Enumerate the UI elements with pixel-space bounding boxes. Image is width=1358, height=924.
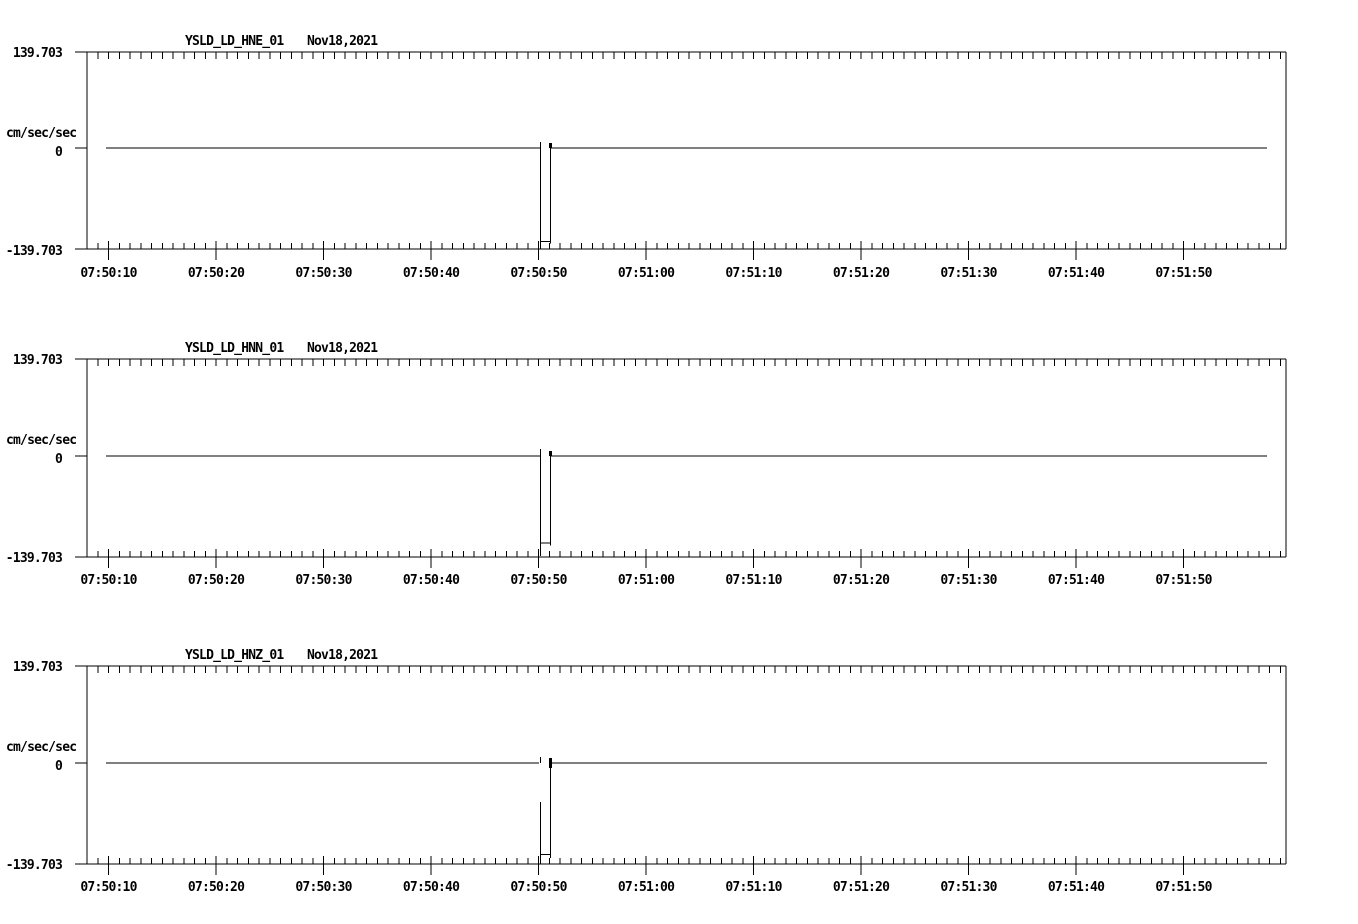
chart-title-date: Nov18,2021 — [307, 341, 378, 356]
x-axis-tick-label: 07:51:50 — [1155, 266, 1212, 281]
x-axis-tick-label: 07:51:30 — [940, 573, 997, 588]
x-axis-tick-label: 07:51:30 — [940, 880, 997, 895]
seismogram-chart-hne: YSLD_LD_HNE_01 Nov18,2021 139.703 cm/sec… — [0, 34, 1358, 294]
x-axis-tick-label: 07:51:20 — [832, 573, 890, 588]
waveform-trace — [106, 448, 1268, 556]
x-axis-tick-label: 07:51:50 — [1155, 880, 1212, 895]
x-axis-tick-label: 07:50:30 — [295, 880, 352, 895]
x-axis-tick-label: 07:50:50 — [510, 573, 567, 588]
x-axis-tick-label: 07:50:30 — [295, 573, 352, 588]
x-axis-tick-label: 07:51:40 — [1047, 266, 1105, 281]
x-axis-tick-label: 07:50:20 — [187, 880, 245, 895]
x-axis-tick-label: 07:50:10 — [80, 266, 137, 281]
y-axis-units-label: cm/sec/sec — [6, 433, 77, 448]
x-axis-tick-label: 07:50:20 — [187, 266, 245, 281]
y-axis-zero-label: 0 — [54, 145, 63, 160]
y-axis-min-label: -139.703 — [5, 244, 63, 259]
seismogram-chart-hnz: YSLD_LD_HNZ_01 Nov18,2021 139.703 cm/sec… — [0, 648, 1358, 908]
y-axis-min-label: -139.703 — [5, 858, 63, 873]
x-axis-tick-labels: 07:50:10 07:50:20 07:50:30 07:50:40 07:50:50… — [0, 266, 1358, 282]
y-axis-zero-label: 0 — [54, 759, 63, 774]
x-axis-tick-label: 07:51:20 — [832, 880, 890, 895]
x-axis-tick-label: 07:51:00 — [617, 573, 675, 588]
plot-box-and-ticks — [75, 51, 1287, 260]
x-axis-tick-labels: 07:50:10 07:50:20 07:50:30 07:50:40 07:50:50… — [0, 573, 1358, 589]
chart-title-station: YSLD_LD_HNZ_01 — [185, 648, 284, 663]
x-axis-tick-label: 07:51:40 — [1047, 880, 1105, 895]
x-axis-tick-label: 07:51:20 — [832, 266, 890, 281]
x-axis-tick-label: 07:51:40 — [1047, 573, 1105, 588]
waveform-trace — [106, 141, 1268, 249]
x-axis-tick-label: 07:51:10 — [725, 880, 782, 895]
x-axis-tick-label: 07:50:40 — [402, 266, 460, 281]
y-axis-units-label: cm/sec/sec — [6, 740, 77, 755]
chart-title-station: YSLD_LD_HNE_01 — [185, 34, 284, 49]
x-axis-tick-label: 07:51:00 — [617, 880, 675, 895]
chart-title-date: Nov18,2021 — [307, 648, 378, 663]
x-axis-tick-label: 07:51:50 — [1155, 573, 1212, 588]
chart-title-date: Nov18,2021 — [307, 34, 378, 49]
x-axis-tick-label: 07:51:10 — [725, 573, 782, 588]
x-axis-tick-label: 07:51:10 — [725, 266, 782, 281]
y-axis-max-label: 139.703 — [12, 660, 63, 675]
x-axis-tick-label: 07:50:30 — [295, 266, 352, 281]
y-axis-max-label: 139.703 — [12, 46, 63, 61]
y-axis-zero-label: 0 — [54, 452, 63, 467]
x-axis-tick-label: 07:50:40 — [402, 880, 460, 895]
x-axis-tick-label: 07:50:10 — [80, 880, 137, 895]
chart-title-station: YSLD_LD_HNN_01 — [185, 341, 284, 356]
x-axis-tick-label: 07:50:40 — [402, 573, 460, 588]
y-axis-min-label: -139.703 — [5, 551, 63, 566]
x-axis-tick-label: 07:50:10 — [80, 573, 137, 588]
x-axis-tick-label: 07:51:00 — [617, 266, 675, 281]
plot-box-and-ticks — [75, 358, 1287, 568]
plot-box-and-ticks — [75, 665, 1287, 875]
seismogram-chart-hnn: YSLD_LD_HNN_01 Nov18,2021 139.703 cm/sec… — [0, 341, 1358, 601]
y-axis-max-label: 139.703 — [12, 353, 63, 368]
x-axis-tick-label: 07:50:50 — [510, 880, 567, 895]
waveform-trace — [106, 756, 1268, 864]
x-axis-tick-label: 07:50:20 — [187, 573, 245, 588]
y-axis-units-label: cm/sec/sec — [6, 126, 77, 141]
x-axis-tick-labels: 07:50:10 07:50:20 07:50:30 07:50:40 07:50:50… — [0, 880, 1358, 896]
x-axis-tick-label: 07:51:30 — [940, 266, 997, 281]
x-axis-tick-label: 07:50:50 — [510, 266, 567, 281]
